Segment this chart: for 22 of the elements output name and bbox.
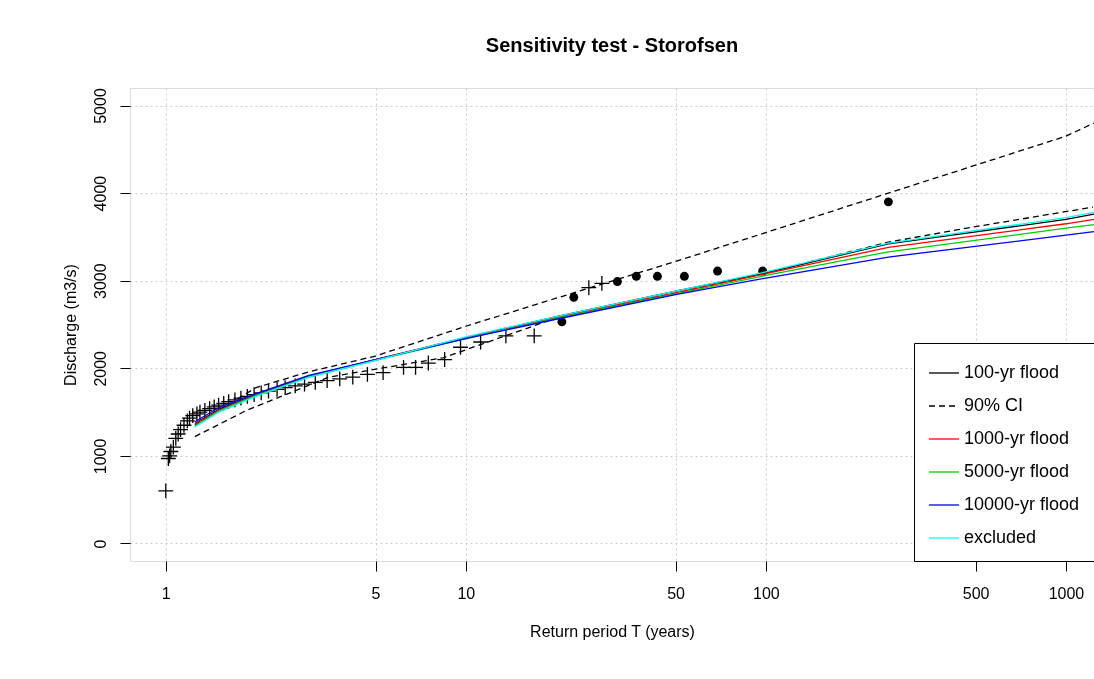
chart-title: Sensitivity test - Storofsen xyxy=(485,33,739,56)
x-tick-label: 10 xyxy=(457,584,476,602)
x-axis-title: Return period T (years) xyxy=(530,622,695,640)
y-axis-title: Discharge (m3/s) xyxy=(61,264,79,386)
y-tick-label: 0 xyxy=(91,539,109,549)
x-tick-label: 50 xyxy=(667,584,686,602)
x-tick-label: 5 xyxy=(371,584,381,602)
y-tick-label: 3000 xyxy=(91,263,109,299)
y-tick-label: 2000 xyxy=(91,350,109,387)
y-tick-label: 1000 xyxy=(91,438,109,475)
legend-label: 10000-yr flood xyxy=(964,494,1080,514)
x-tick-label: 1 xyxy=(161,584,171,602)
x-tick-label: 100 xyxy=(753,584,780,602)
legend-label: 1000-yr flood xyxy=(964,428,1070,448)
x-tick-label: 1000 xyxy=(1048,584,1085,602)
legend-label: 100-yr flood xyxy=(964,362,1060,382)
y-tick-label: 4000 xyxy=(91,175,109,212)
legend-label: 90% CI xyxy=(964,395,1024,415)
legend-label: 5000-yr flood xyxy=(964,461,1070,481)
legend-label: excluded xyxy=(964,527,1037,547)
y-tick-label: 5000 xyxy=(91,88,109,124)
x-tick-label: 500 xyxy=(962,584,990,602)
